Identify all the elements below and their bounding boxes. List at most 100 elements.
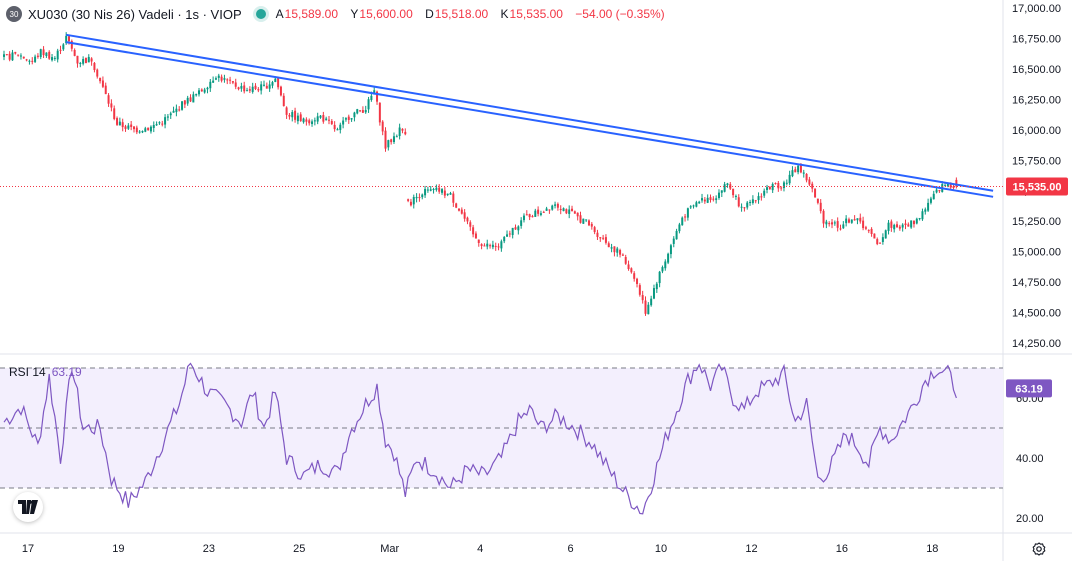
- candle: [652, 284, 655, 300]
- candle-body: [862, 220, 865, 229]
- candle-body: [791, 170, 794, 177]
- candle: [359, 110, 362, 113]
- candle: [630, 267, 633, 274]
- candle-body: [3, 54, 5, 57]
- candle-body: [647, 304, 650, 315]
- price-tick-label: 16,250.00: [1012, 94, 1061, 106]
- candle: [559, 205, 562, 215]
- candle: [517, 225, 520, 235]
- candle: [327, 116, 330, 125]
- candle: [898, 224, 901, 231]
- rsi-value-tag: [1006, 379, 1052, 398]
- high-label: Y: [350, 7, 359, 21]
- low-label: D: [425, 7, 434, 21]
- candle: [927, 198, 930, 212]
- candle-body: [195, 94, 198, 96]
- settings-gear-icon[interactable]: [1030, 540, 1048, 558]
- candle-body: [599, 237, 602, 239]
- candle-body: [472, 227, 475, 235]
- candle: [884, 229, 887, 239]
- candle: [554, 201, 557, 209]
- candle-body: [644, 300, 647, 314]
- candle: [768, 186, 771, 190]
- candle: [28, 59, 31, 65]
- candle: [17, 54, 20, 57]
- candle-body: [107, 95, 110, 104]
- candle-body: [554, 204, 557, 206]
- candle: [189, 94, 192, 103]
- symbol-title[interactable]: XU030 (30 Nis 26) Vadeli · 1s · VIOP: [28, 6, 242, 22]
- candle-body: [51, 57, 54, 61]
- candle-body: [45, 52, 48, 56]
- candle-body: [520, 220, 523, 226]
- candle-body: [576, 212, 579, 217]
- candle-body: [149, 126, 152, 132]
- candle: [282, 93, 285, 107]
- candle: [489, 243, 492, 249]
- rsi-header[interactable]: RSI 14 63.19: [9, 365, 82, 379]
- candle: [678, 222, 681, 234]
- candle: [870, 227, 873, 237]
- candle: [152, 121, 155, 133]
- candle: [87, 54, 90, 63]
- candle-body: [537, 209, 540, 214]
- candle-body: [294, 110, 297, 120]
- candle: [864, 225, 867, 231]
- candle-body: [110, 103, 113, 108]
- last-price-label: 15,535.00: [1013, 181, 1062, 193]
- candle: [214, 76, 217, 81]
- candle-body: [19, 55, 22, 57]
- candle-body: [435, 187, 438, 190]
- candle-body: [361, 110, 364, 113]
- candle-body: [604, 237, 607, 243]
- candle-body: [299, 114, 302, 121]
- candle: [754, 199, 757, 204]
- candle: [268, 80, 271, 92]
- candle-body: [234, 82, 237, 87]
- candle: [506, 230, 509, 237]
- candle-body: [732, 188, 735, 196]
- candle: [811, 181, 814, 193]
- candle-body: [746, 202, 749, 208]
- candle: [684, 213, 687, 222]
- candle: [220, 74, 223, 83]
- candle: [34, 54, 37, 63]
- time-tick-label: Mar: [380, 543, 399, 555]
- candle-body: [42, 49, 45, 56]
- candle-body: [76, 55, 79, 64]
- candle-body: [390, 139, 393, 143]
- candle-body: [17, 54, 20, 56]
- candle-body: [53, 57, 56, 59]
- candle: [186, 95, 189, 106]
- candle: [483, 243, 486, 247]
- candle: [556, 202, 559, 211]
- candle: [231, 80, 234, 85]
- candle: [537, 206, 540, 217]
- candle: [531, 214, 534, 218]
- candle: [661, 265, 664, 274]
- candle-body: [607, 243, 610, 248]
- candle: [760, 193, 763, 201]
- candle: [808, 176, 811, 187]
- candle: [836, 217, 839, 232]
- candle: [116, 116, 119, 126]
- candle-body: [703, 199, 706, 202]
- candle: [771, 182, 774, 193]
- candle: [265, 82, 268, 89]
- candle-body: [602, 237, 605, 239]
- time-tick-label: 17: [22, 543, 34, 555]
- candle-body: [254, 85, 257, 89]
- candle-body: [717, 192, 720, 199]
- candle-body: [701, 198, 704, 201]
- tradingview-logo-icon[interactable]: [13, 492, 43, 522]
- candle: [460, 207, 463, 215]
- candle-body: [500, 241, 503, 249]
- candle-body: [884, 230, 887, 239]
- candle-body: [229, 79, 232, 81]
- candle-body: [130, 124, 133, 127]
- candle-body: [870, 228, 873, 235]
- candle-body: [404, 131, 407, 135]
- candle: [777, 180, 780, 192]
- candle-body: [890, 221, 893, 228]
